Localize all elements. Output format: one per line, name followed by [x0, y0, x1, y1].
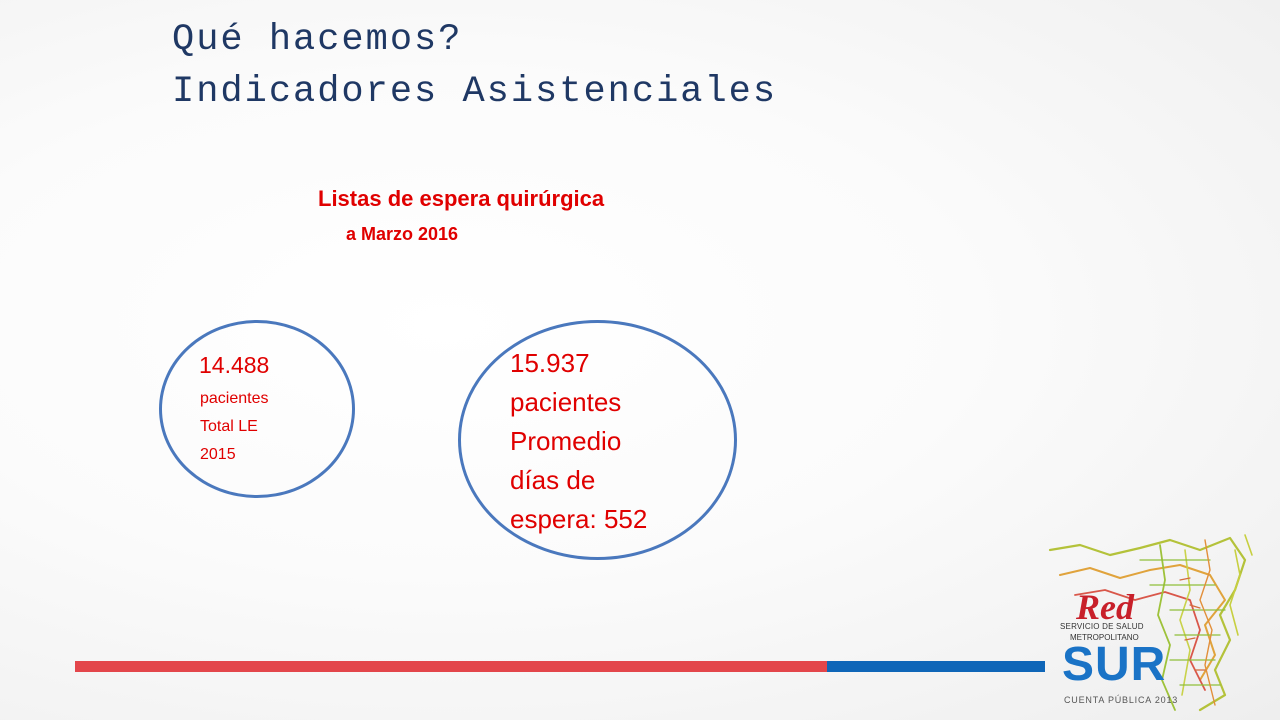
logo-red-text: Red — [1076, 587, 1134, 627]
oval-2016 — [458, 320, 737, 560]
oval-2016-line1: pacientes — [510, 387, 622, 417]
oval-2016-line3: días de — [510, 465, 596, 495]
red-sur-logo: Red SERVICIO DE SALUD METROPOLITANO SUR … — [1040, 520, 1280, 720]
footer-bar-red — [75, 661, 827, 672]
oval-2015-line1: pacientes — [200, 390, 269, 407]
logo-service-line2: METROPOLITANO — [1070, 633, 1139, 642]
chart-subtitle: Listas de espera quirúrgica — [318, 186, 605, 211]
oval-2015-number: 14.488 — [199, 352, 270, 378]
footer-bar-blue — [827, 661, 1045, 672]
oval-2015-line2: Total LE — [200, 418, 258, 435]
slide-title: Qué hacemos? Indicadores Asistenciales — [172, 14, 777, 118]
logo-tagline: CUENTA PÚBLICA 2013 — [1064, 695, 1179, 705]
oval-2016-number: 15.937 — [510, 348, 590, 378]
slide-title-line2: Indicadores Asistenciales — [172, 71, 778, 113]
slide-title-line1: Qué hacemos? — [172, 19, 463, 61]
logo-service-line1: SERVICIO DE SALUD — [1060, 622, 1144, 631]
chart-date: a Marzo 2016 — [346, 224, 459, 244]
logo-sur-text: SUR — [1062, 638, 1167, 691]
oval-2015 — [159, 320, 355, 498]
oval-2016-line4: espera: 552 — [510, 504, 648, 534]
oval-2016-line2: Promedio — [510, 426, 622, 456]
oval-2015-line3: 2015 — [200, 446, 236, 463]
map-network-graphic — [1048, 534, 1253, 712]
